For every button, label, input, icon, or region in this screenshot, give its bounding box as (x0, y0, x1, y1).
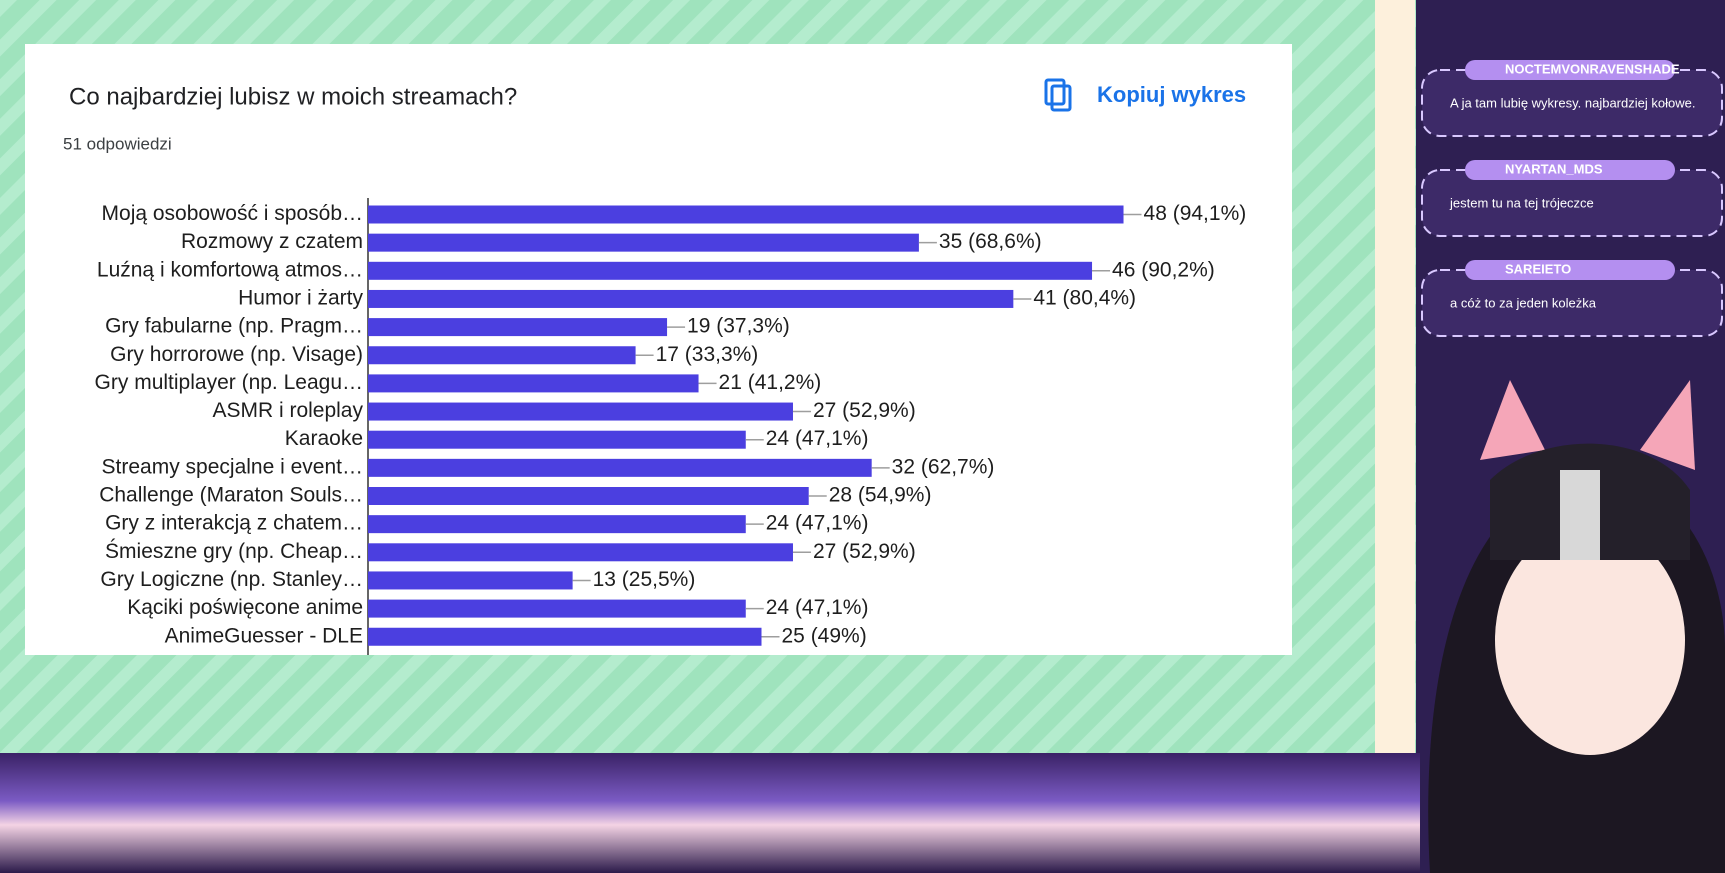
value-label: 25 (49%) (782, 624, 867, 647)
chart-title: Co najbardziej lubisz w moich streamach? (69, 83, 517, 110)
category-label: Gry multiplayer (np. Leagu… (95, 371, 363, 394)
bar (368, 318, 668, 337)
bar (368, 515, 746, 534)
value-label: 41 (80,4%) (1033, 286, 1136, 309)
bar (368, 627, 762, 646)
category-label: ASMR i roleplay (212, 399, 363, 422)
chat-name-tag (1465, 260, 1675, 280)
bar (368, 599, 746, 618)
category-label: Challenge (Maraton Souls… (99, 484, 363, 507)
bar (368, 346, 636, 365)
bar (368, 205, 1124, 224)
value-label: 24 (47,1%) (766, 512, 869, 535)
value-label: 35 (68,6%) (939, 230, 1042, 253)
value-label: 46 (90,2%) (1112, 258, 1215, 281)
value-label: 27 (52,9%) (813, 399, 916, 422)
value-label: 17 (33,3%) (656, 343, 759, 366)
value-label: 28 (54,9%) (829, 484, 932, 507)
category-label: Gry Logiczne (np. Stanley… (100, 568, 363, 591)
category-label: Humor i żarty (238, 286, 363, 309)
category-label: Streamy specjalne i event… (102, 455, 363, 478)
bar (368, 233, 919, 252)
category-label: Gry horrorowe (np. Visage) (110, 343, 363, 366)
value-label: 13 (25,5%) (593, 568, 696, 591)
value-label: 19 (37,3%) (687, 315, 790, 338)
value-label: 24 (47,1%) (766, 596, 869, 619)
bottom-band (0, 753, 1420, 873)
bar (368, 289, 1014, 308)
chat-name-tag (1465, 160, 1675, 180)
bar (368, 458, 872, 477)
chat-username: NOCTEMVONRAVENSHADE (1505, 61, 1680, 76)
copy-button[interactable]: Kopiuj wykres (1044, 78, 1246, 112)
chat-username: SAREIETO (1505, 261, 1571, 276)
copy-icon (1044, 78, 1066, 106)
chat-name-tag (1465, 60, 1675, 80)
value-label: 27 (52,9%) (813, 540, 916, 563)
value-label: 48 (94,1%) (1144, 202, 1247, 225)
chat-username: NYARTAN_MDS (1505, 161, 1603, 176)
category-label: Moją osobowość i sposób… (102, 202, 363, 225)
chat-message: jestem tu na tej trójeczce (1449, 195, 1594, 210)
value-label: 32 (62,7%) (892, 455, 995, 478)
chat-message: A ja tam lubię wykresy. najbardziej koło… (1450, 95, 1695, 110)
bar (368, 543, 793, 562)
bar (368, 487, 809, 505)
copy-label[interactable]: Kopiuj wykres (1097, 82, 1246, 107)
bar (368, 261, 1093, 280)
bar (368, 430, 746, 449)
copy-icon (1050, 84, 1072, 112)
value-label: 24 (47,1%) (766, 427, 869, 450)
bar (368, 374, 699, 393)
category-label: Rozmowy z czatem (181, 230, 363, 253)
category-label: AnimeGuesser - DLE (165, 624, 363, 647)
frame-edge (1375, 0, 1415, 760)
category-label: Gry z interakcją z chatem… (105, 512, 363, 535)
bar (368, 402, 793, 421)
category-label: Śmieszne gry (np. Cheap… (105, 539, 363, 563)
category-label: Luźną i komfortową atmos… (97, 258, 363, 281)
category-label: Karaoke (285, 427, 363, 450)
avatar (1428, 380, 1725, 873)
chat-message: a cóż to za jeden koleżka (1450, 295, 1597, 310)
chat-list: NOCTEMVONRAVENSHADE A ja tam lubię wykres… (1421, 60, 1723, 337)
category-label: Kąciki poświęcone anime (127, 596, 363, 619)
chart-subtitle: 51 odpowiedzi (63, 134, 172, 153)
bar (368, 571, 573, 590)
category-label: Gry fabularne (np. Pragm… (105, 315, 363, 338)
value-label: 21 (41,2%) (719, 371, 822, 394)
